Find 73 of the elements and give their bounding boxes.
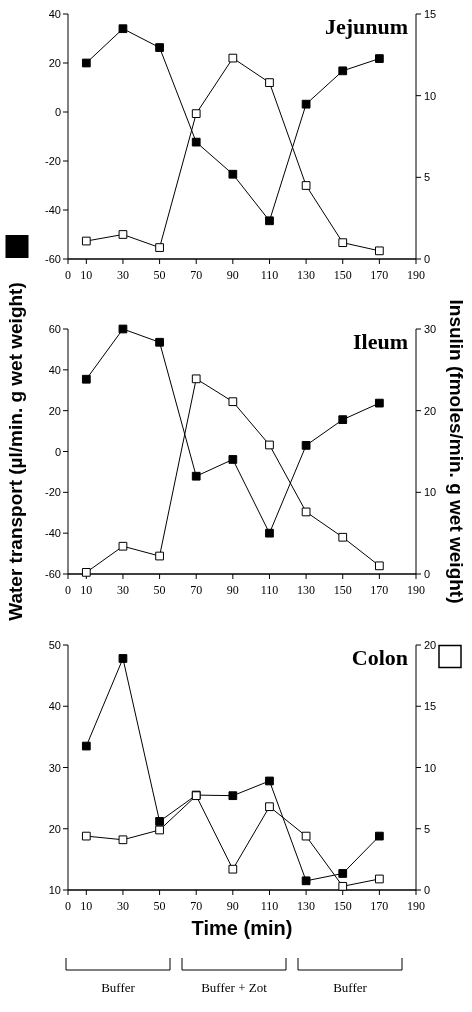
x-tick-label: 70 xyxy=(190,899,203,913)
y-tick-label: -40 xyxy=(45,204,61,216)
x-tick-label: 10 xyxy=(80,583,93,597)
text: Buffer xyxy=(333,980,368,995)
x-tick-label: 30 xyxy=(116,268,129,282)
y-tick-label: 10 xyxy=(48,884,61,896)
x-tick-label: 170 xyxy=(370,583,389,597)
x-tick-label: 150 xyxy=(333,268,352,282)
x-tick-label: 10 xyxy=(80,899,93,913)
y-tick-label: 40 xyxy=(48,8,61,20)
y2-tick-label: 0 xyxy=(424,253,431,265)
y2-tick-label: 10 xyxy=(424,486,437,499)
y-tick-label: 0 xyxy=(54,445,61,458)
x-tick-label: 190 xyxy=(407,583,425,597)
x-tick-label: 50 xyxy=(153,583,166,597)
x-tick-label: 10 xyxy=(80,268,93,282)
y-tick-label: -20 xyxy=(45,486,61,499)
chart-title: Colon xyxy=(351,645,408,670)
y-tick-label: 40 xyxy=(48,700,61,713)
x-tick-label: 190 xyxy=(407,899,425,913)
x-tick-label: 70 xyxy=(190,583,203,597)
y-tick-label: -60 xyxy=(45,253,61,265)
x-tick-label: 130 xyxy=(297,583,316,597)
x-tick-label: 90 xyxy=(226,899,239,913)
y2-tick-label: 10 xyxy=(424,89,437,102)
y-tick-label: 20 xyxy=(48,57,61,69)
y-tick-label: -40 xyxy=(45,527,61,540)
y2-axis-title: Insulin (fmoles/min. g wet weight) xyxy=(446,299,467,604)
x-tick-label: 130 xyxy=(297,899,316,913)
x-tick-label: 0 xyxy=(65,268,71,282)
y2-tick-label: 30 xyxy=(424,323,437,335)
y2-tick-label: 20 xyxy=(424,404,437,417)
y-tick-label: 20 xyxy=(48,822,61,835)
x-tick-label: 0 xyxy=(65,583,71,597)
x-axis-title: Time (min) xyxy=(191,917,293,939)
text: Buffer xyxy=(101,980,136,995)
x-tick-label: 90 xyxy=(226,583,239,597)
x-tick-label: 150 xyxy=(333,583,352,597)
y2-tick-label: 15 xyxy=(424,8,437,20)
x-tick-label: 30 xyxy=(116,583,129,597)
x-tick-label: 130 xyxy=(297,268,316,282)
x-tick-label: 50 xyxy=(153,268,166,282)
y2-tick-label: 5 xyxy=(424,822,431,835)
y-tick-label: 50 xyxy=(48,639,61,651)
y2-tick-label: 0 xyxy=(424,884,431,896)
x-tick-label: 50 xyxy=(153,899,166,913)
x-tick-label: 170 xyxy=(370,268,389,282)
y2-tick-label: 0 xyxy=(424,568,431,580)
x-tick-label: 110 xyxy=(260,899,279,913)
y-tick-label: -60 xyxy=(45,568,61,580)
y-tick-label: -20 xyxy=(45,155,61,167)
text: Buffer + Zot xyxy=(201,980,268,995)
y-tick-label: 40 xyxy=(48,363,61,376)
x-tick-label: 190 xyxy=(407,268,425,282)
chart-title: Ileum xyxy=(353,329,408,354)
chart-title: Jejunum xyxy=(324,14,408,39)
y2-tick-label: 10 xyxy=(424,761,437,774)
x-tick-label: 90 xyxy=(226,268,239,282)
x-tick-label: 30 xyxy=(116,899,129,913)
y2-tick-label: 20 xyxy=(424,639,437,651)
y-tick-label: 0 xyxy=(54,106,61,118)
x-tick-label: 150 xyxy=(333,899,352,913)
y2-tick-label: 15 xyxy=(424,700,437,713)
y-tick-label: 20 xyxy=(48,404,61,417)
y-tick-label: 60 xyxy=(48,323,61,335)
y-axis-title: Water transport (µl/min. g wet weight) xyxy=(5,282,26,621)
x-tick-label: 0 xyxy=(65,899,71,913)
x-tick-label: 70 xyxy=(190,268,203,282)
y2-tick-label: 5 xyxy=(424,171,431,184)
x-tick-label: 110 xyxy=(260,268,279,282)
y-tick-label: 30 xyxy=(48,761,61,774)
x-tick-label: 110 xyxy=(260,583,279,597)
x-tick-label: 170 xyxy=(370,899,389,913)
